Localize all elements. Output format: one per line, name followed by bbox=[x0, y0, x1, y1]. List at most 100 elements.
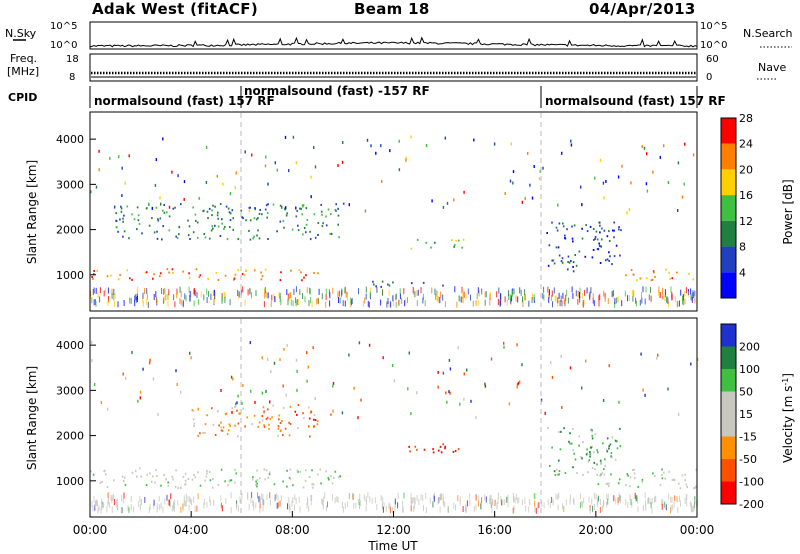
echo-cell bbox=[214, 205, 216, 208]
echo-cell bbox=[264, 478, 266, 481]
noise-cell bbox=[671, 497, 673, 504]
speckle-cell bbox=[642, 388, 644, 392]
noise-cell bbox=[551, 290, 553, 297]
speckle-cell bbox=[364, 209, 367, 213]
noise-cell bbox=[577, 298, 579, 305]
speckle-cell bbox=[516, 383, 519, 386]
noise-cell bbox=[475, 504, 477, 511]
echo-cell bbox=[601, 471, 603, 474]
noise-cell bbox=[289, 292, 291, 299]
noise-cell bbox=[500, 496, 502, 503]
speckle-cell bbox=[370, 144, 372, 148]
echo-cell bbox=[165, 478, 167, 481]
noise-cell bbox=[155, 291, 157, 298]
echo-cell bbox=[561, 261, 564, 264]
noise-cell bbox=[625, 499, 627, 506]
echo-cell bbox=[278, 414, 280, 417]
echo-cell bbox=[559, 448, 562, 451]
cpid-segment-3: normalsound (fast) 157 RF bbox=[545, 94, 726, 108]
noise-cell bbox=[432, 501, 434, 508]
speckle-cell bbox=[605, 180, 607, 183]
speckle-cell bbox=[449, 367, 452, 371]
echo-cell bbox=[217, 279, 220, 281]
echo-cell bbox=[263, 412, 265, 414]
echo-cell bbox=[458, 239, 460, 242]
echo-cell bbox=[329, 232, 332, 235]
noise-cell bbox=[513, 496, 515, 503]
echo-cell bbox=[599, 224, 601, 227]
echo-cell bbox=[231, 407, 234, 410]
echo-cell bbox=[442, 443, 444, 446]
speckle-cell bbox=[512, 181, 514, 185]
speckle-cell bbox=[431, 199, 433, 203]
speckle-cell bbox=[459, 402, 461, 406]
echo-cell bbox=[152, 277, 154, 280]
echo-cell bbox=[268, 471, 271, 474]
echo-cell bbox=[289, 477, 292, 480]
noise-cell bbox=[648, 497, 649, 504]
echo-cell bbox=[310, 411, 313, 414]
echo-cell bbox=[277, 425, 280, 428]
noise-cell bbox=[436, 291, 438, 297]
noise-cell bbox=[365, 286, 367, 293]
echo-cell bbox=[372, 280, 374, 283]
noise-cell bbox=[266, 494, 268, 501]
noise-cell bbox=[117, 504, 118, 511]
noise-cell bbox=[477, 299, 479, 306]
echo-cell bbox=[155, 206, 158, 209]
speckle-cell bbox=[457, 346, 459, 350]
speckle-cell bbox=[581, 203, 583, 207]
noise-cell bbox=[684, 290, 686, 297]
noise-cell bbox=[197, 493, 199, 500]
speckle-cell bbox=[155, 158, 157, 162]
noise-cell bbox=[221, 295, 223, 302]
noise-cell bbox=[270, 301, 272, 308]
echo-cell bbox=[188, 276, 191, 279]
noise-cell bbox=[476, 293, 478, 300]
speckle-cell bbox=[337, 164, 339, 167]
noise-cell bbox=[458, 295, 460, 302]
noise-cell bbox=[665, 296, 667, 303]
freq-left-tick-bot: 8 bbox=[69, 72, 75, 83]
echo-cell bbox=[665, 268, 667, 271]
echo-cell bbox=[591, 256, 594, 259]
speckle-cell bbox=[159, 196, 161, 200]
speckle-cell bbox=[561, 406, 563, 409]
echo-cell bbox=[669, 277, 671, 280]
speckle-cell bbox=[131, 350, 133, 354]
noise-cell bbox=[489, 299, 491, 306]
noise-cell bbox=[130, 297, 132, 304]
noise-cell bbox=[374, 497, 376, 504]
speckle-cell bbox=[603, 196, 605, 200]
echo-cell bbox=[297, 470, 299, 473]
echo-cell bbox=[123, 479, 125, 482]
echo-cell bbox=[589, 455, 591, 458]
echo-cell bbox=[279, 279, 282, 282]
echo-cell bbox=[558, 222, 561, 225]
noise-cell bbox=[512, 492, 514, 499]
noise-cell bbox=[153, 294, 155, 300]
noise-cell bbox=[690, 288, 692, 295]
echo-cell bbox=[110, 274, 112, 277]
echo-cell bbox=[564, 234, 566, 237]
noise-cell bbox=[298, 299, 300, 305]
echo-cell bbox=[233, 277, 236, 280]
noise-cell bbox=[412, 497, 414, 504]
speckle-cell bbox=[283, 347, 285, 351]
noise-cell bbox=[164, 498, 166, 505]
echo-cell bbox=[208, 207, 211, 210]
echo-cell bbox=[556, 229, 559, 232]
colorbar-segment bbox=[721, 324, 736, 347]
echo-cell bbox=[148, 224, 151, 227]
noise-cell bbox=[94, 504, 96, 511]
colorbar-tick: 50 bbox=[739, 386, 753, 399]
echo-cell bbox=[131, 278, 133, 281]
speckle-cell bbox=[442, 371, 445, 375]
power-scatter bbox=[90, 135, 696, 308]
noise-cell bbox=[189, 291, 191, 297]
echo-cell bbox=[608, 482, 610, 485]
noise-cell bbox=[436, 294, 438, 301]
noise-cell bbox=[659, 292, 661, 298]
noise-cell bbox=[274, 296, 276, 302]
